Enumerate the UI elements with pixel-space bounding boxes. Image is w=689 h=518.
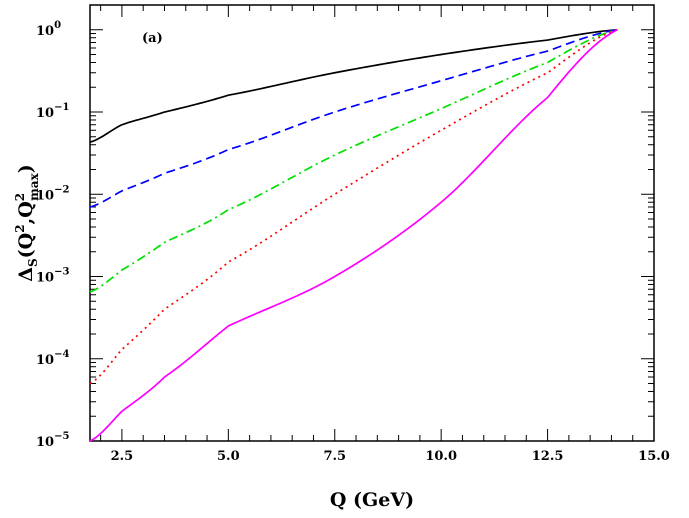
- y-tick-label: 10−5: [36, 431, 69, 450]
- y-title-open: (Q: [15, 233, 37, 259]
- panel-annotation: (a): [142, 31, 163, 46]
- x-tick-label: 12.5: [532, 449, 564, 464]
- tick-labels: 2.5 5.0 7.5 10.0 12.5 15.0 10−5 10−4 10−3 10−2 10−…: [36, 20, 670, 464]
- x-tick-label: 15.0: [638, 449, 670, 464]
- y-title-sup1: 2: [13, 224, 27, 232]
- ticks: [90, 4, 655, 442]
- y-tick-label: 10−4: [36, 349, 69, 368]
- y-title-close: ): [15, 164, 37, 173]
- x-tick-label: 10.0: [425, 449, 457, 464]
- series-line-1: [89, 28, 618, 143]
- y-title-sup2: 2: [13, 193, 27, 201]
- y-axis-title: ΔS(Q2,Q2max): [13, 164, 41, 282]
- series-line-2: [89, 28, 618, 208]
- y-tick-label: 10−1: [36, 102, 69, 121]
- x-tick-label: 7.5: [323, 449, 346, 464]
- x-tick-label: 5.0: [217, 449, 240, 464]
- y-title-sub2: max: [27, 172, 41, 200]
- y-title-base: Δ: [15, 267, 37, 282]
- x-axis-title: Q (GeV): [330, 489, 414, 511]
- y-tick-label: 10−3: [36, 267, 69, 286]
- series-line-5: [89, 29, 618, 442]
- plot-frame: [89, 4, 655, 442]
- y-tick-label: 10−2: [36, 184, 69, 203]
- x-tick-label: 2.5: [111, 449, 134, 464]
- y-title-sub1: S: [26, 258, 40, 267]
- series-layer: [89, 28, 618, 442]
- y-title-comma: ,Q: [15, 201, 37, 224]
- series-line-4: [89, 28, 618, 385]
- series-line-3: [89, 28, 618, 293]
- y-tick-label: 100: [36, 20, 61, 39]
